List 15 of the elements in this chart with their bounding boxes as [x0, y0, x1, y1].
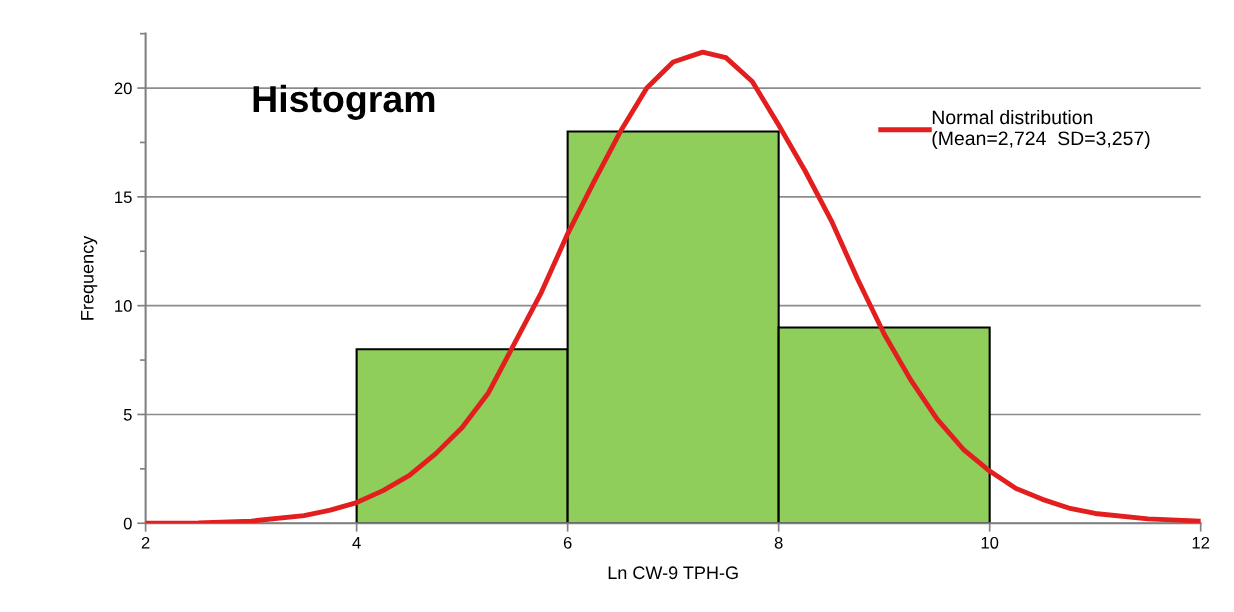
x-axis-title: Ln CW-9 TPH-G	[608, 566, 738, 580]
y-tick-label: 5	[123, 409, 132, 421]
x-tick-label: 12	[1192, 536, 1210, 549]
legend-label: Normal distribution (Mean=2,724 SD=3,257)	[932, 109, 1150, 150]
x-tick-label: 8	[774, 536, 783, 549]
text: Histogram	[253, 84, 435, 120]
y-tick-label: 15	[115, 191, 132, 204]
x-tick-label: 4	[352, 537, 361, 549]
x-tick-label: 6	[563, 536, 572, 549]
x-tick-label: 10	[981, 536, 999, 549]
x-tick-label: 2	[141, 536, 150, 549]
y-tick-label: 20	[114, 82, 132, 95]
y-axis-title: Frequency	[81, 235, 98, 320]
y-tick-label: 10	[115, 300, 132, 312]
y-tick-label: 0	[123, 517, 132, 530]
